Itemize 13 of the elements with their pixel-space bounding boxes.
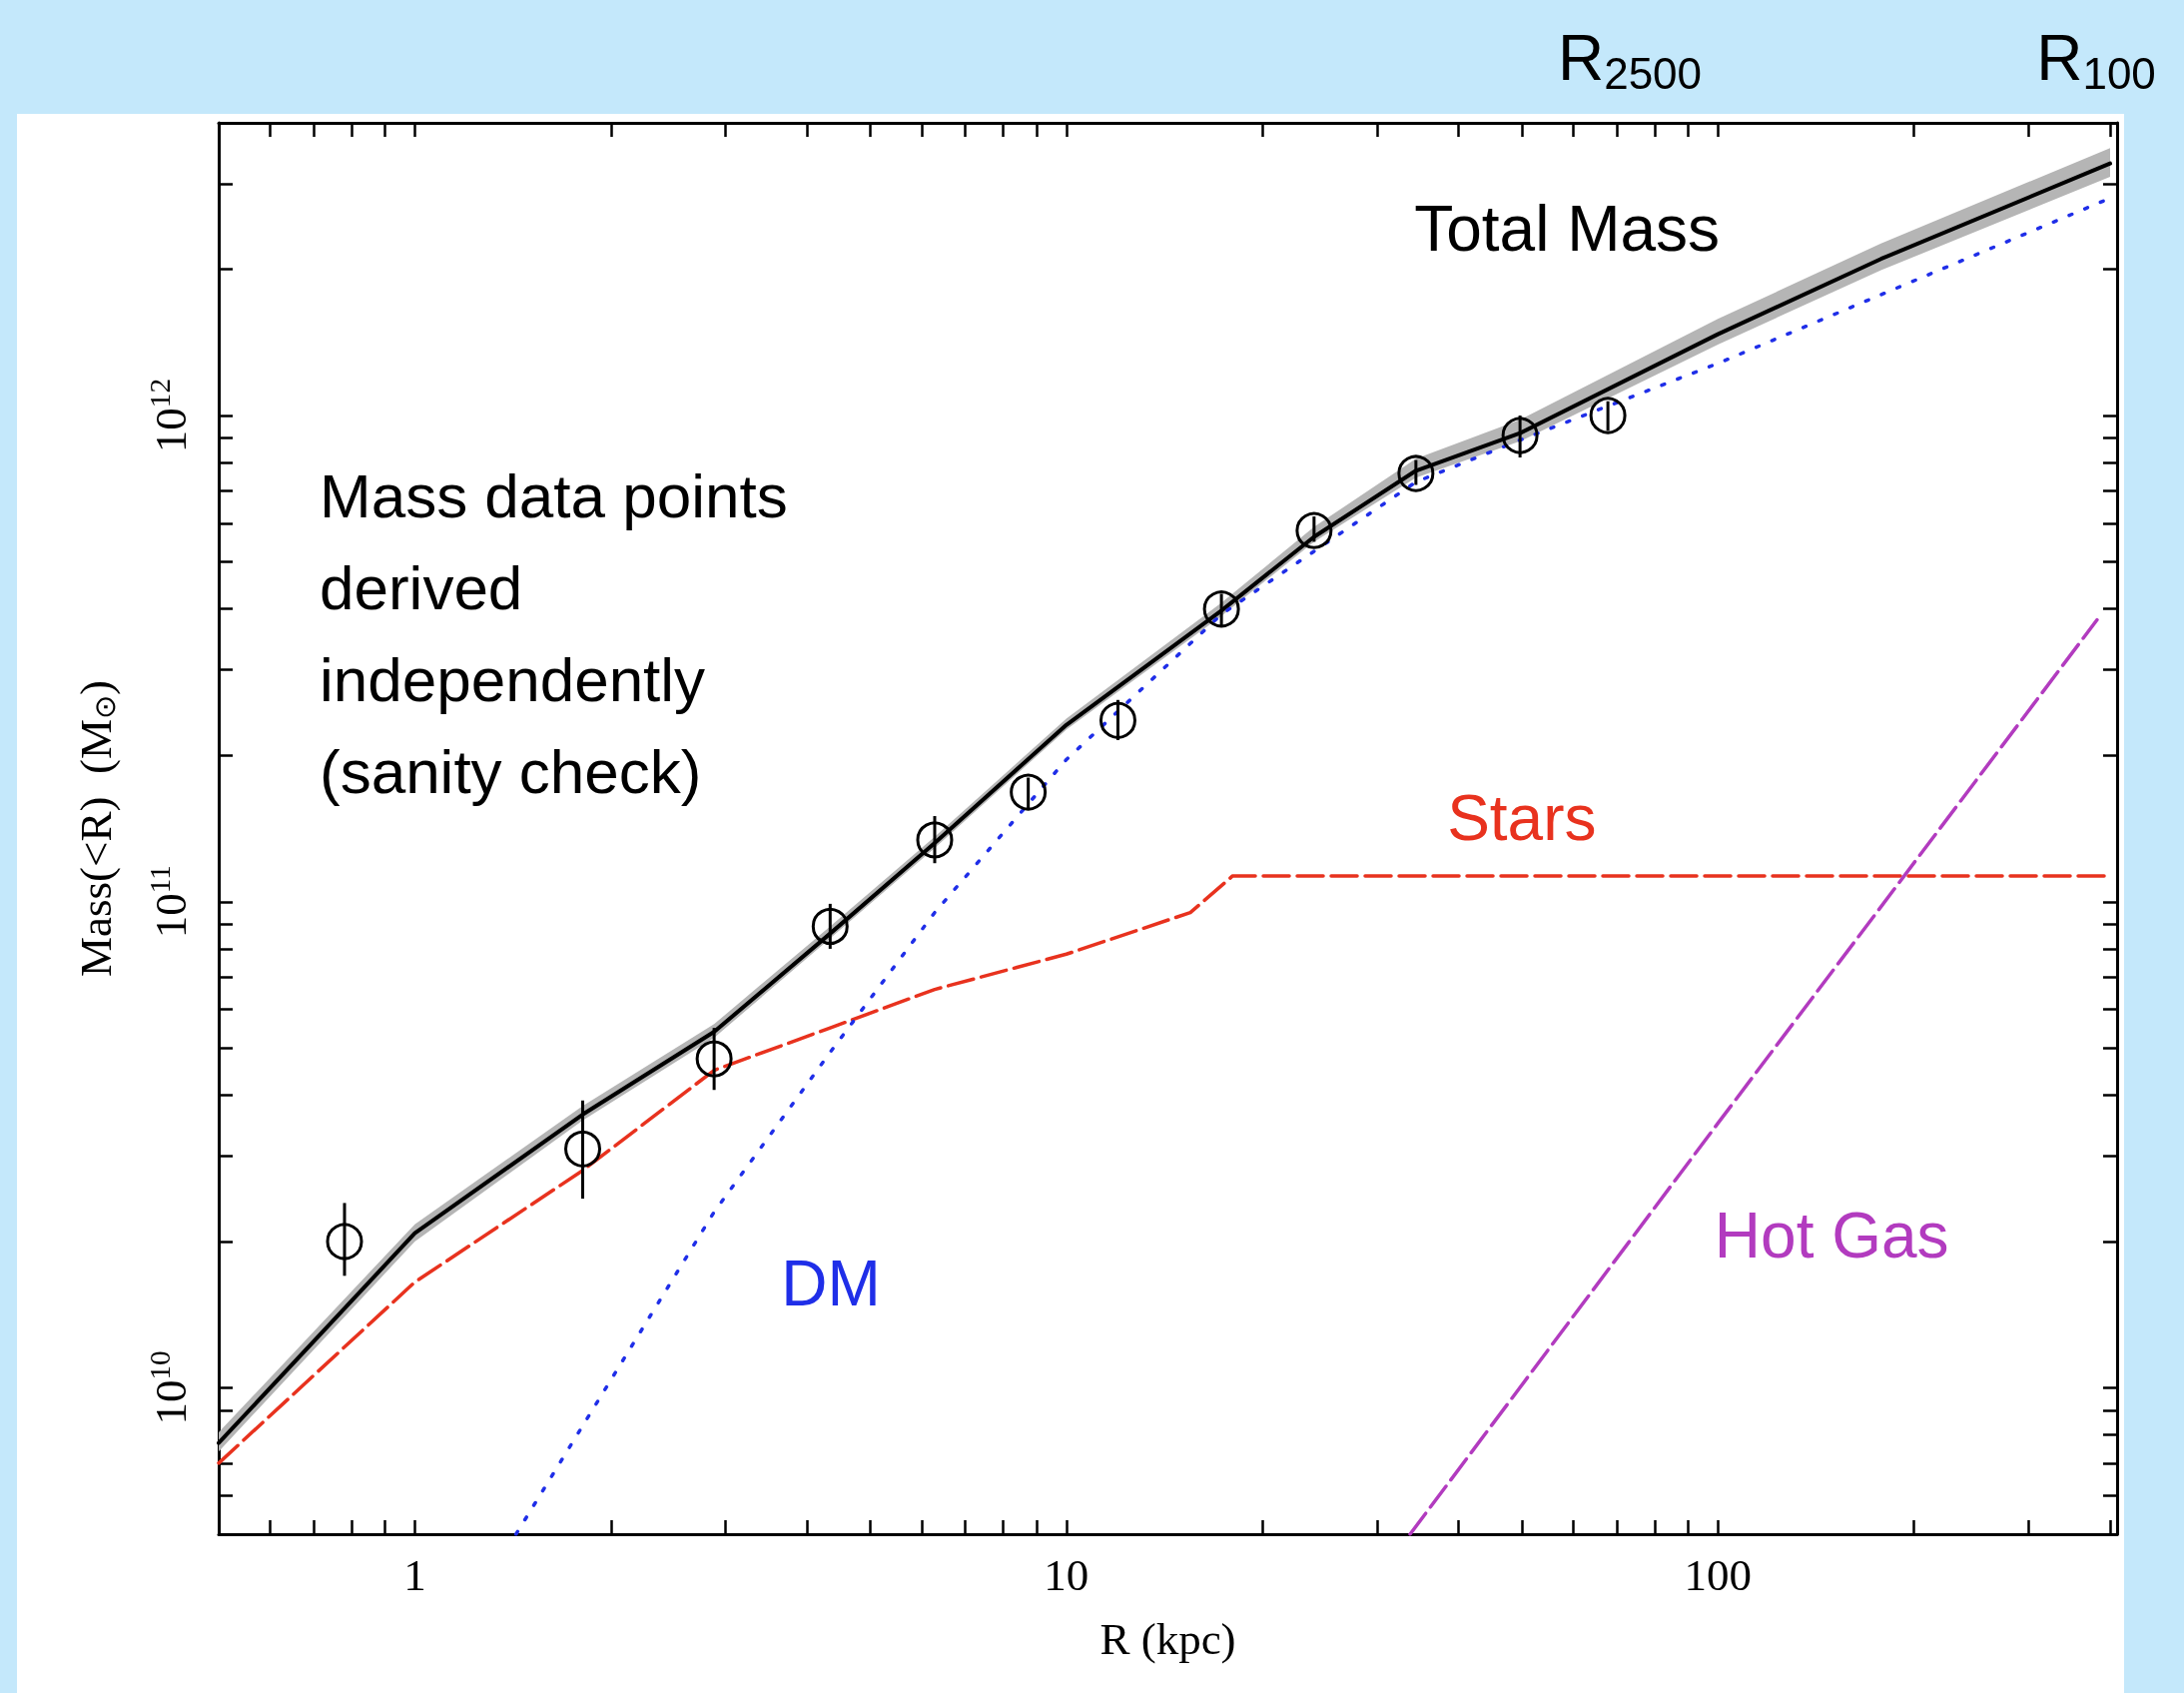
series-label: DM — [781, 1248, 881, 1320]
x-tick-label: 1 — [403, 1549, 426, 1600]
y-axis-title: Mass(<R) (M⊙) — [70, 680, 121, 977]
x-axis-title: R (kpc) — [1099, 1613, 1236, 1664]
y-tick-label: 1012 — [144, 378, 197, 453]
y-tick-label: 1011 — [144, 865, 197, 939]
series-label: Stars — [1447, 781, 1597, 854]
legend-label: Total Mass — [1414, 192, 1721, 265]
x-tick-label: 10 — [1044, 1549, 1090, 1600]
series-label: Hot Gas — [1714, 1199, 1949, 1271]
x-tick-label: 100 — [1684, 1549, 1752, 1600]
y-tick-label: 1010 — [144, 1350, 197, 1425]
annotation: Mass data points derived independently (sanity check) — [320, 460, 805, 806]
